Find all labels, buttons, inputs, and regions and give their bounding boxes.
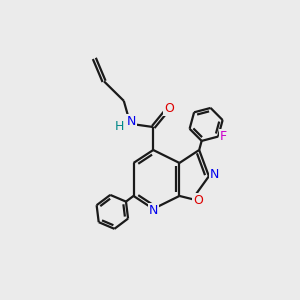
Text: O: O: [193, 194, 202, 207]
Text: O: O: [164, 102, 174, 115]
Text: N: N: [148, 205, 158, 218]
Text: N: N: [209, 168, 219, 181]
Text: H: H: [114, 120, 124, 133]
Text: N: N: [127, 115, 136, 128]
Text: F: F: [220, 130, 227, 143]
